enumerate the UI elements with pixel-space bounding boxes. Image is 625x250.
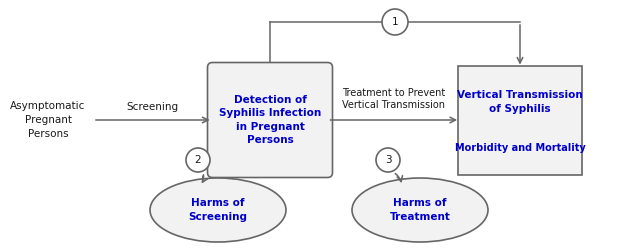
Text: Harms of
Screening: Harms of Screening [189, 198, 248, 222]
Text: Screening: Screening [127, 102, 179, 112]
Text: 3: 3 [385, 155, 391, 165]
Text: Treatment to Prevent
Vertical Transmission: Treatment to Prevent Vertical Transmissi… [342, 88, 446, 110]
Circle shape [186, 148, 210, 172]
Ellipse shape [352, 178, 488, 242]
Text: 1: 1 [392, 17, 398, 27]
Text: Detection of
Syphilis Infection
in Pregnant
Persons: Detection of Syphilis Infection in Pregn… [219, 94, 321, 146]
FancyBboxPatch shape [208, 62, 332, 178]
Text: Asymptomatic
Pregnant
Persons: Asymptomatic Pregnant Persons [10, 102, 86, 138]
FancyBboxPatch shape [458, 66, 582, 174]
Ellipse shape [150, 178, 286, 242]
Text: Vertical Transmission
of Syphilis: Vertical Transmission of Syphilis [457, 90, 583, 114]
Circle shape [376, 148, 400, 172]
Text: Harms of
Treatment: Harms of Treatment [389, 198, 451, 222]
Text: 2: 2 [195, 155, 201, 165]
Circle shape [382, 9, 408, 35]
Text: Morbidity and Mortality: Morbidity and Mortality [454, 143, 586, 153]
